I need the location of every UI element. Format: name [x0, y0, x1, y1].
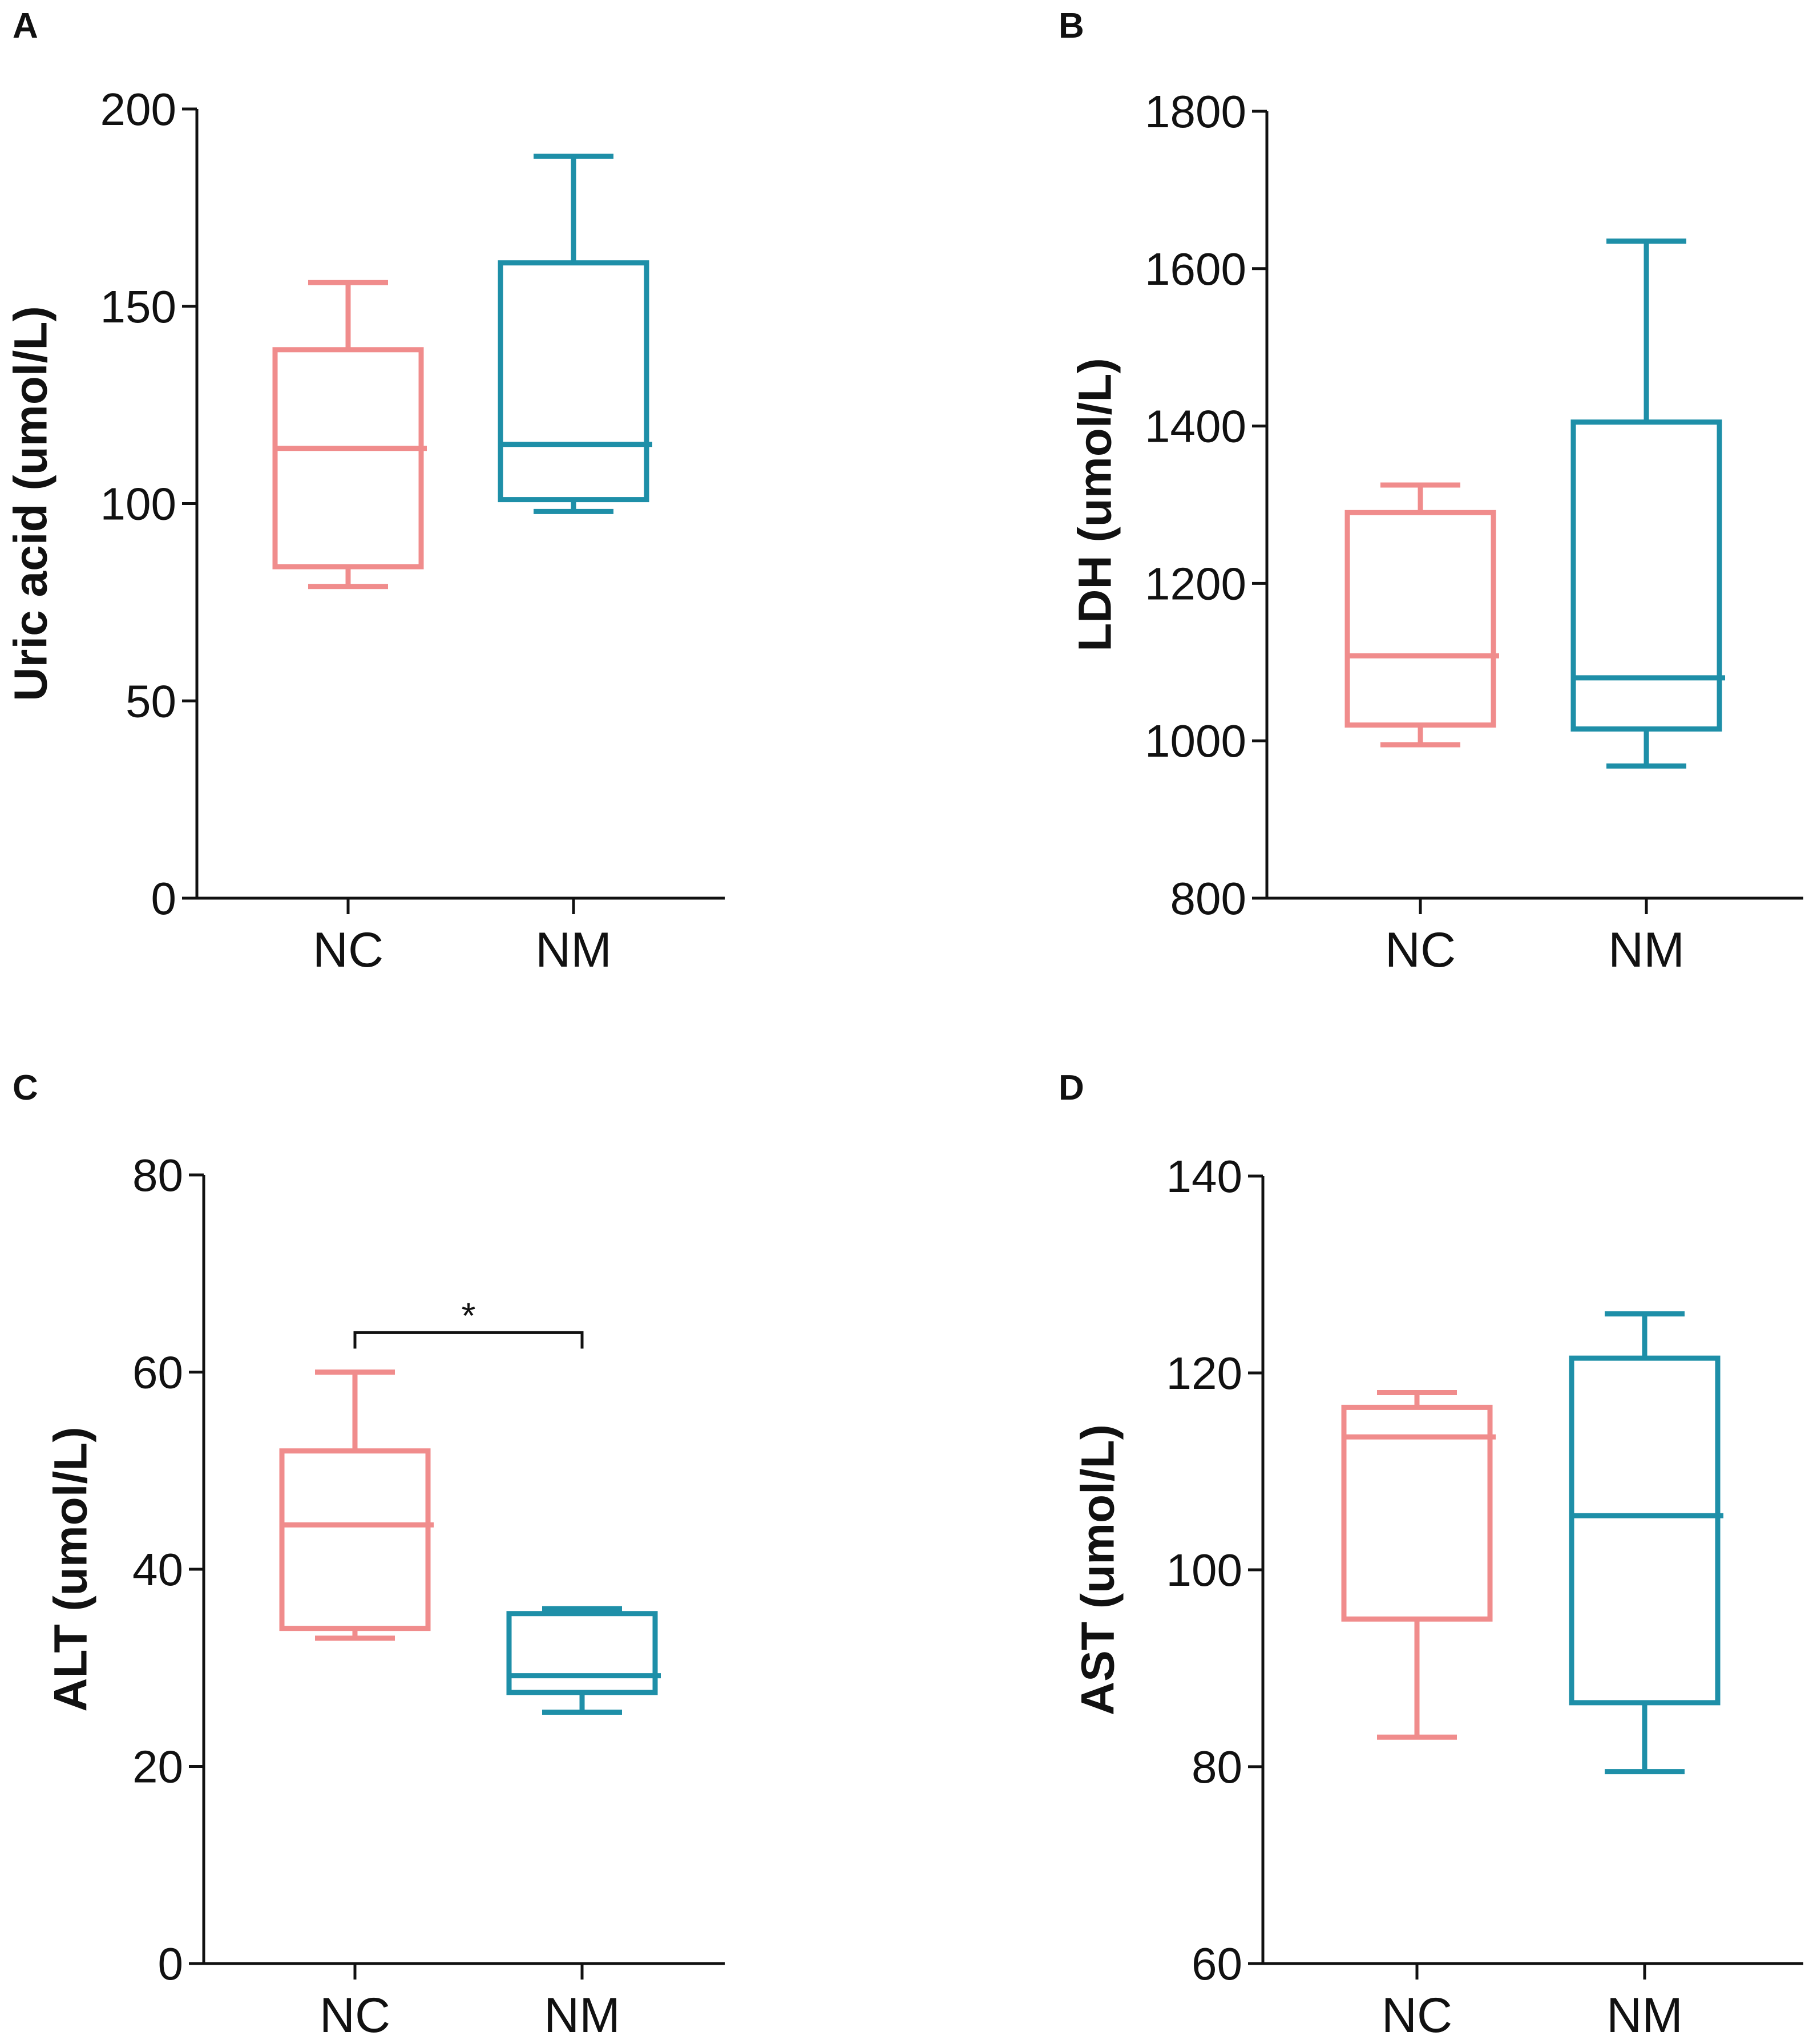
chart-panel-c: C 0 20 40 60 80 ALT (umol/L) NC NM * [0, 1022, 904, 2044]
box-iqr [279, 1448, 431, 1631]
panel-letter-d: D [1059, 1068, 1084, 1108]
x-tick-label-nm: NM [1608, 923, 1685, 977]
box-nc [279, 1370, 434, 1641]
box-iqr [272, 347, 424, 569]
y-tick-label-100: 100 [1166, 1545, 1242, 1595]
significance-bracket: * [353, 1295, 584, 1349]
x-tick-label-nm: NM [544, 1988, 620, 2043]
y-tick-label-1000: 1000 [1145, 716, 1246, 766]
y-tick-label-60: 60 [1192, 1938, 1242, 1989]
x-tick-label-nc: NC [313, 923, 383, 977]
y-tick-label-40: 40 [132, 1544, 183, 1595]
chart-b-svg: 800 1000 1200 1400 1600 1800 LDH (umol/L) NC NM [1069, 86, 1803, 977]
y-axis-title: ALT (umol/L) [45, 1427, 97, 1711]
box-iqr [1344, 510, 1496, 728]
box-iqr [498, 260, 649, 503]
panel-letter-a: A [13, 6, 38, 46]
x-tick-label-nc: NC [1382, 1988, 1452, 2043]
chart-a-svg: 0 50 100 150 200 Uric acid (umol/L) NC NM [5, 84, 725, 977]
chart-c-svg: 0 20 40 60 80 ALT (umol/L) NC NM * [45, 1150, 725, 2043]
y-tick-label-1800: 1800 [1145, 86, 1246, 137]
y-tick-label-80: 80 [132, 1150, 183, 1201]
box-iqr [1569, 1355, 1721, 1706]
x-tick-label-nc: NC [320, 1988, 390, 2043]
box-nm [506, 1606, 661, 1715]
y-axis-title: AST (umol/L) [1072, 1424, 1124, 1715]
box-nm [1569, 1311, 1723, 1775]
y-tick-label-1400: 1400 [1145, 401, 1246, 452]
y-axis-title: Uric acid (umol/L) [5, 306, 57, 701]
y-tick-label-150: 150 [100, 281, 176, 332]
panel-letter-c: C [13, 1068, 38, 1108]
y-tick-label-0: 0 [158, 1938, 184, 1989]
y-tick-label-50: 50 [126, 676, 176, 726]
box-nc [1341, 1390, 1496, 1740]
panel-letter-b: B [1059, 6, 1084, 46]
y-tick-label-0: 0 [151, 873, 177, 924]
y-tick-label-100: 100 [100, 479, 176, 530]
significance-label: * [462, 1295, 476, 1336]
y-tick-label-140: 140 [1166, 1151, 1242, 1202]
box-iqr [1341, 1404, 1493, 1622]
bracket-line [353, 1331, 584, 1349]
y-tick-label-1600: 1600 [1145, 244, 1246, 294]
box-nm [1570, 239, 1725, 769]
y-tick-label-80: 80 [1192, 1742, 1242, 1792]
y-tick-label-800: 800 [1170, 873, 1246, 924]
box-nc [1344, 482, 1499, 748]
box-iqr [506, 1611, 658, 1695]
box-nm [498, 153, 652, 514]
x-tick-label-nc: NC [1385, 923, 1456, 977]
chart-d-svg: 60 80 100 120 140 AST (umol/L) NC NM [1072, 1151, 1803, 2043]
x-tick-label-nm: NM [1606, 1988, 1683, 2043]
y-tick-label-1200: 1200 [1145, 558, 1246, 609]
y-tick-label-200: 200 [100, 84, 176, 135]
box-iqr [1570, 419, 1722, 732]
box-nc [272, 280, 427, 589]
y-axis-title: LDH (umol/L) [1069, 358, 1121, 652]
y-tick-label-20: 20 [132, 1742, 183, 1792]
chart-panel-d: D 60 80 100 120 140 AST (umol/L) NC NM [904, 1022, 1809, 2044]
x-tick-label-nm: NM [535, 923, 612, 977]
y-tick-label-60: 60 [132, 1347, 183, 1398]
chart-panel-a: A 0 50 100 150 200 Uric acid (umol/L) NC NM [0, 0, 904, 1022]
y-tick-label-120: 120 [1166, 1348, 1242, 1399]
chart-panel-b: B 800 1000 1200 1400 1600 1800 LDH (umol/L) NC N… [904, 0, 1809, 1022]
